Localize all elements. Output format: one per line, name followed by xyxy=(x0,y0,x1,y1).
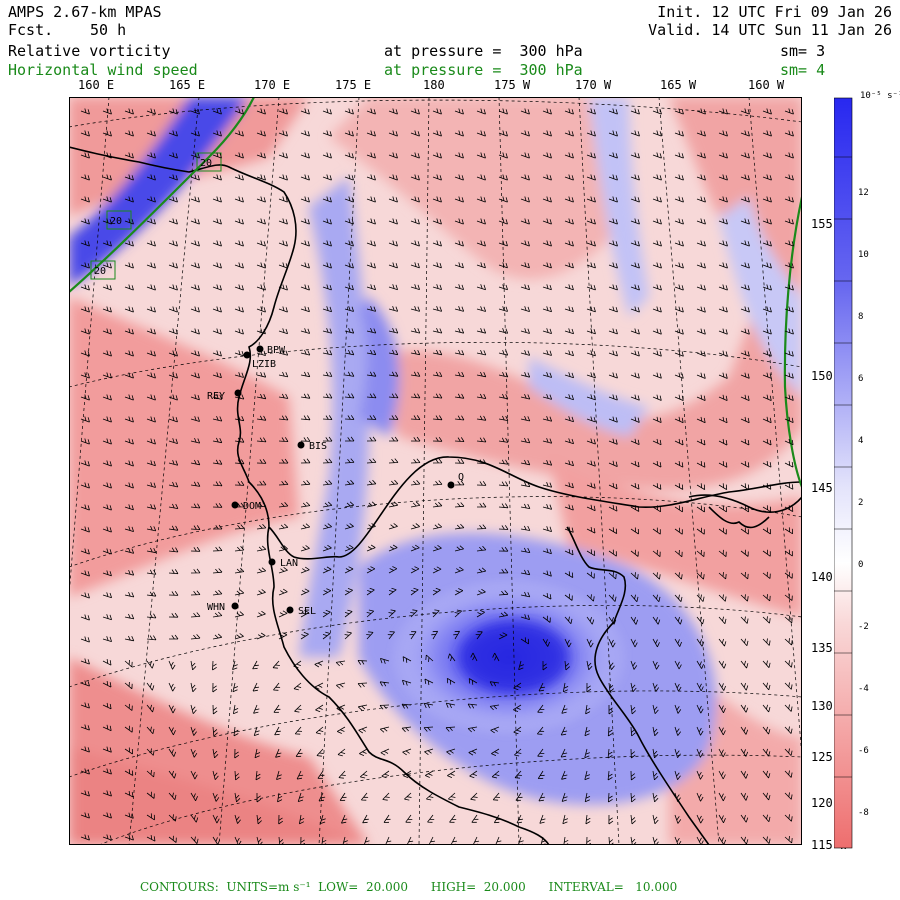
colorbar-label-neg2: -2 xyxy=(858,622,869,632)
coastlines xyxy=(69,146,802,845)
lon-label-170e: 170 E xyxy=(254,78,291,92)
init-time: Init. 12 UTC Fri 09 Jan 26 xyxy=(657,3,892,21)
colorbar-label-8: 8 xyxy=(858,312,864,322)
lon-label-160w: 160 W xyxy=(748,78,785,92)
model-title: AMPS 2.67-km MPAS xyxy=(8,3,162,21)
colorbar-gradient xyxy=(834,97,853,849)
wind-barb-field xyxy=(80,108,794,845)
station-bpw: BPW xyxy=(267,345,286,356)
lon-label-170w: 170 W xyxy=(575,78,612,92)
colorbar-label-neg6: -6 xyxy=(858,746,869,756)
colorbar-label-10: 10 xyxy=(858,250,869,260)
lon-label-165w: 165 W xyxy=(660,78,697,92)
lon-label-175e: 175 E xyxy=(335,78,372,92)
station-markers: BPW LZIB REY BIS DOM LAN WHN SEL Q xyxy=(207,345,464,617)
station-lan: LAN xyxy=(280,558,298,569)
wind-label-3: 20 xyxy=(200,158,212,169)
station-whn: WHN xyxy=(207,602,225,613)
forecast-label: Fcst. xyxy=(8,21,54,39)
colorbar xyxy=(834,97,853,849)
colorbar-label-12: 12 xyxy=(858,188,869,198)
lon-label-180: 180 xyxy=(423,78,445,92)
field-1-smoothing: sm= 3 xyxy=(780,42,826,60)
field-2-name: Horizontal wind speed xyxy=(8,61,198,79)
station-dom: DOM xyxy=(243,501,261,512)
graticule-lines xyxy=(69,97,802,845)
wind-speed-contours xyxy=(69,97,802,488)
station-rey: REY xyxy=(207,391,225,402)
field-2-pressure: at pressure = 300 hPa xyxy=(384,61,583,79)
colorbar-label-2: 2 xyxy=(858,498,864,508)
field-2-smoothing: sm= 4 xyxy=(780,61,826,79)
wind-label-2: 20 xyxy=(110,216,122,227)
field-1-name: Relative vorticity xyxy=(8,42,171,60)
lon-label-175w: 175 W xyxy=(494,78,531,92)
contour-legend: CONTOURS: UNITS=m s⁻¹ LOW= 20.000 HIGH= … xyxy=(140,880,678,894)
valid-time: Valid. 14 UTC Sun 11 Jan 26 xyxy=(648,21,892,39)
forecast-hour: 50 h xyxy=(90,21,127,39)
field-1-pressure: at pressure = 300 hPa xyxy=(384,42,583,60)
station-sel: SEL xyxy=(298,606,316,617)
station-lzib: LZIB xyxy=(252,359,276,370)
wind-label-1: 20 xyxy=(94,266,106,277)
colorbar-label-6: 6 xyxy=(858,374,864,384)
lon-label-160e: 160 E xyxy=(78,78,115,92)
vorticity-map: 20 20 20 BPW LZIB REY BIS DOM LAN WHN SE… xyxy=(69,97,802,845)
station-bis: BIS xyxy=(309,441,327,452)
colorbar-label-4: 4 xyxy=(858,436,864,446)
station-q: Q xyxy=(458,472,464,483)
colorbar-label-neg4: -4 xyxy=(858,684,869,694)
lon-label-165e: 165 E xyxy=(169,78,206,92)
colorbar-label-neg8: -8 xyxy=(858,808,869,818)
wind-barbs xyxy=(80,108,794,845)
colorbar-label-0: 0 xyxy=(858,560,864,570)
colorbar-unit: 10⁻⁵ s⁻¹ xyxy=(860,91,900,101)
